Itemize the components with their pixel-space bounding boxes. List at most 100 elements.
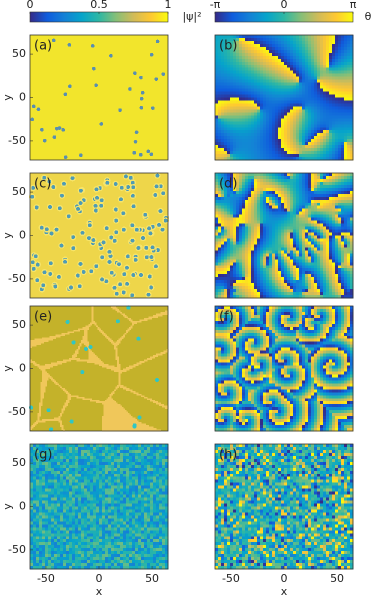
- heatmap-cell: [347, 89, 350, 92]
- heatmap-cell: [278, 103, 281, 106]
- heatmap-cell: [320, 71, 323, 74]
- heatmap-cell: [314, 142, 317, 145]
- heatmap-cell: [218, 148, 221, 151]
- heatmap-cell: [338, 148, 341, 151]
- heatmap-cell: [248, 106, 251, 109]
- heatmap-cell: [293, 154, 296, 157]
- heatmap-cell: [332, 41, 335, 44]
- heatmap-cell: [329, 182, 332, 185]
- heatmap-cell: [251, 95, 254, 98]
- heatmap-cell: [302, 289, 305, 292]
- heatmap-cell: [248, 133, 251, 136]
- heatmap-cell: [341, 194, 344, 197]
- heatmap-cell: [218, 247, 221, 250]
- heatmap-cell: [266, 292, 269, 295]
- heatmap-cell: [227, 103, 230, 106]
- heatmap-cell: [281, 115, 284, 118]
- heatmap-cell: [326, 274, 329, 277]
- heatmap-cell: [269, 130, 272, 133]
- heatmap-cell: [215, 44, 218, 47]
- heatmap-cell: [257, 188, 260, 191]
- heatmap-cell: [260, 115, 263, 118]
- heatmap-cell: [269, 136, 272, 139]
- heatmap-cell: [272, 289, 275, 292]
- heatmap-cell: [221, 148, 224, 151]
- heatmap-cell: [341, 280, 344, 283]
- heatmap-cell: [341, 197, 344, 200]
- heatmap-cell: [323, 71, 326, 74]
- heatmap-cell: [281, 265, 284, 268]
- heatmap-cell: [245, 244, 248, 247]
- heatmap-cell: [248, 80, 251, 83]
- heatmap-cell: [308, 154, 311, 157]
- heatmap-cell: [293, 218, 296, 221]
- heatmap-cell: [320, 103, 323, 106]
- heatmap-cell: [308, 212, 311, 215]
- heatmap-cell: [332, 256, 335, 259]
- heatmap-cell: [215, 200, 218, 203]
- heatmap-cell: [233, 142, 236, 145]
- heatmap-cell: [218, 238, 221, 241]
- heatmap-cell: [224, 154, 227, 157]
- heatmap-cell: [323, 59, 326, 62]
- heatmap-cell: [347, 38, 350, 41]
- heatmap-cell: [233, 106, 236, 109]
- vortex: [115, 292, 119, 296]
- heatmap-cell: [272, 173, 275, 176]
- heatmap-cell: [260, 130, 263, 133]
- heatmap-cell: [326, 230, 329, 233]
- heatmap-cell: [266, 112, 269, 115]
- heatmap-cell: [329, 62, 332, 65]
- heatmap-cell: [233, 145, 236, 148]
- heatmap-cell: [329, 139, 332, 142]
- heatmap: [215, 173, 353, 298]
- heatmap-cell: [260, 142, 263, 145]
- heatmap-cell: [317, 112, 320, 115]
- heatmap-cell: [230, 100, 233, 103]
- heatmap-cell: [278, 215, 281, 218]
- heatmap-cell: [305, 206, 308, 209]
- heatmap-cell: [245, 262, 248, 265]
- heatmap-cell: [287, 154, 290, 157]
- heatmap-cell: [239, 47, 242, 50]
- heatmap-cell: [347, 130, 350, 133]
- heatmap-cell: [263, 130, 266, 133]
- heatmap-cell: [218, 83, 221, 86]
- vortex: [94, 209, 98, 213]
- heatmap-cell: [251, 71, 254, 74]
- vortex: [68, 84, 72, 88]
- heatmap-cell: [251, 289, 254, 292]
- heatmap-cell: [323, 148, 326, 151]
- heatmap-cell: [329, 224, 332, 227]
- heatmap-cell: [227, 133, 230, 136]
- heatmap-cell: [317, 50, 320, 53]
- heatmap-cell: [284, 38, 287, 41]
- heatmap-cell: [311, 179, 314, 182]
- heatmap-cell: [287, 62, 290, 65]
- heatmap-cell: [236, 130, 239, 133]
- heatmap-cell: [233, 277, 236, 280]
- heatmap-cell: [329, 173, 332, 176]
- heatmap-cell: [287, 271, 290, 274]
- heatmap-cell: [278, 53, 281, 56]
- heatmap-cell: [308, 244, 311, 247]
- heatmap-cell: [320, 289, 323, 292]
- heatmap-cell: [221, 112, 224, 115]
- heatmap-cell: [335, 112, 338, 115]
- heatmap-cell: [332, 151, 335, 154]
- heatmap-cell: [242, 148, 245, 151]
- heatmap-cell: [221, 136, 224, 139]
- heatmap-cell: [263, 106, 266, 109]
- heatmap-cell: [248, 200, 251, 203]
- heatmap-cell: [287, 50, 290, 53]
- heatmap-cell: [227, 200, 230, 203]
- heatmap-cell: [308, 230, 311, 233]
- heatmap-cell: [311, 80, 314, 83]
- heatmap-cell: [305, 238, 308, 241]
- heatmap-cell: [311, 247, 314, 250]
- heatmap-cell: [326, 109, 329, 112]
- heatmap-cell: [233, 259, 236, 262]
- heatmap-cell: [278, 265, 281, 268]
- heatmap-cell: [233, 121, 236, 124]
- heatmap-cell: [269, 68, 272, 71]
